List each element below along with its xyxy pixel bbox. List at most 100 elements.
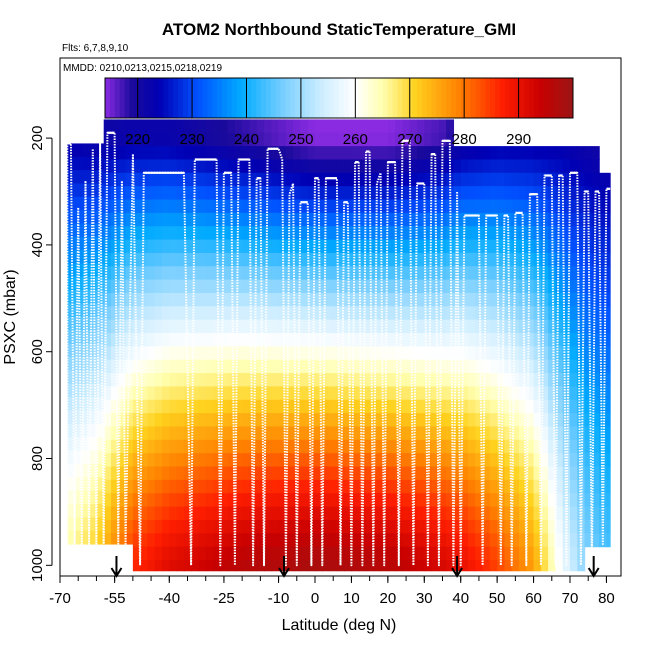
heatmap-cell (519, 559, 527, 572)
heatmap-cell (293, 119, 302, 134)
heatmap-cell (533, 413, 542, 428)
heatmap-cell (322, 453, 331, 468)
heatmap-cell (307, 132, 316, 147)
heatmap-cell (373, 399, 382, 414)
heatmap-cell (74, 437, 83, 452)
heatmap-cell (351, 119, 360, 134)
heatmap-cell (577, 212, 586, 227)
heatmap-cell (599, 519, 608, 534)
heatmap-cell (234, 252, 243, 267)
heatmap-cell (154, 252, 163, 267)
heatmap-cell (293, 386, 302, 401)
heatmap-cell (300, 172, 309, 187)
heatmap-cell (162, 266, 170, 281)
heatmap-cell (300, 519, 309, 534)
heatmap-cell (198, 479, 207, 494)
heatmap-cell (307, 292, 316, 307)
heatmap-cell (504, 186, 513, 201)
heatmap-cell (351, 146, 360, 161)
heatmap-cell (373, 493, 382, 508)
heatmap-cell (584, 493, 593, 508)
x-tick-label: -55 (104, 590, 126, 607)
heatmap-cell (140, 359, 149, 374)
heatmap-cell (293, 199, 302, 214)
heatmap-cell (417, 159, 425, 174)
heatmap-cell (242, 212, 251, 227)
heatmap-cell (606, 333, 611, 347)
heatmap-cell (125, 506, 134, 521)
heatmap-cell (336, 146, 345, 161)
heatmap-cell (249, 266, 258, 281)
heatmap-cell (329, 533, 338, 548)
heatmap-cell (555, 346, 564, 361)
heatmap-cell (140, 346, 149, 361)
heatmap-cell (344, 373, 353, 388)
heatmap-cell (285, 413, 294, 428)
heatmap-cell (519, 453, 527, 468)
heatmap-cell (227, 453, 236, 468)
colorbar-swatch (426, 78, 433, 118)
heatmap-cell (409, 479, 418, 494)
heatmap-cell (322, 439, 331, 454)
heatmap-cell (213, 346, 221, 361)
heatmap-cell (519, 279, 527, 294)
heatmap-cell (417, 399, 425, 414)
heatmap-cell (519, 426, 527, 441)
heatmap-cell (67, 317, 76, 331)
heatmap-cell (329, 479, 338, 494)
heatmap-cell (562, 266, 571, 281)
heatmap-cell (351, 399, 360, 414)
x-tick-label: 50 (489, 590, 506, 607)
heatmap-cell (329, 252, 338, 267)
heatmap-cell (315, 119, 323, 134)
heatmap-cell (519, 399, 527, 414)
heatmap-cell (154, 292, 163, 307)
heatmap-cell (264, 373, 272, 388)
heatmap-cell (271, 186, 280, 201)
heatmap-cell (417, 186, 425, 201)
heatmap-cell (336, 239, 345, 254)
heatmap-cell (140, 439, 149, 454)
heatmap-cell (468, 506, 476, 521)
heatmap-cell (511, 453, 520, 468)
colorbar-swatch (109, 78, 116, 118)
heatmap-cell (504, 146, 513, 161)
heatmap-cell (526, 333, 535, 347)
colorbar-swatch (222, 78, 228, 118)
heatmap-cell (380, 333, 389, 347)
colorbar-swatch (231, 78, 238, 118)
heatmap-cell (555, 559, 564, 572)
heatmap-cell (162, 559, 170, 572)
heatmap-cell (577, 386, 586, 401)
heatmap-cell (191, 212, 200, 227)
heatmap-cell (395, 359, 404, 374)
heatmap-cell (322, 413, 331, 428)
heatmap-cell (285, 146, 294, 161)
heatmap-cell (366, 306, 374, 321)
heatmap-cell (300, 546, 309, 561)
heatmap-cell (380, 132, 389, 147)
heatmap-cell (162, 426, 170, 441)
heatmap-cell (96, 250, 105, 265)
heatmap-cell (118, 413, 127, 428)
heatmap-cell (322, 279, 331, 294)
colorbar-swatch (339, 78, 345, 118)
heatmap-cell (103, 533, 112, 545)
heatmap-cell (118, 533, 127, 545)
heatmap-cell (111, 506, 119, 521)
heatmap-cell (366, 119, 374, 134)
heatmap-cell (468, 266, 476, 281)
heatmap-cell (315, 319, 323, 334)
heatmap-cell (344, 186, 353, 201)
heatmap-cell (417, 479, 425, 494)
heatmap-cell (140, 212, 149, 227)
heatmap-cell (570, 306, 578, 321)
heatmap-cell (154, 333, 163, 347)
heatmap-cell (132, 239, 141, 254)
x-tick-label: 60 (525, 590, 542, 607)
heatmap-cell (373, 132, 382, 147)
heatmap-cell (387, 359, 396, 374)
heatmap-cell (387, 306, 396, 321)
heatmap-cell (140, 186, 149, 201)
heatmap-cell (176, 119, 185, 134)
